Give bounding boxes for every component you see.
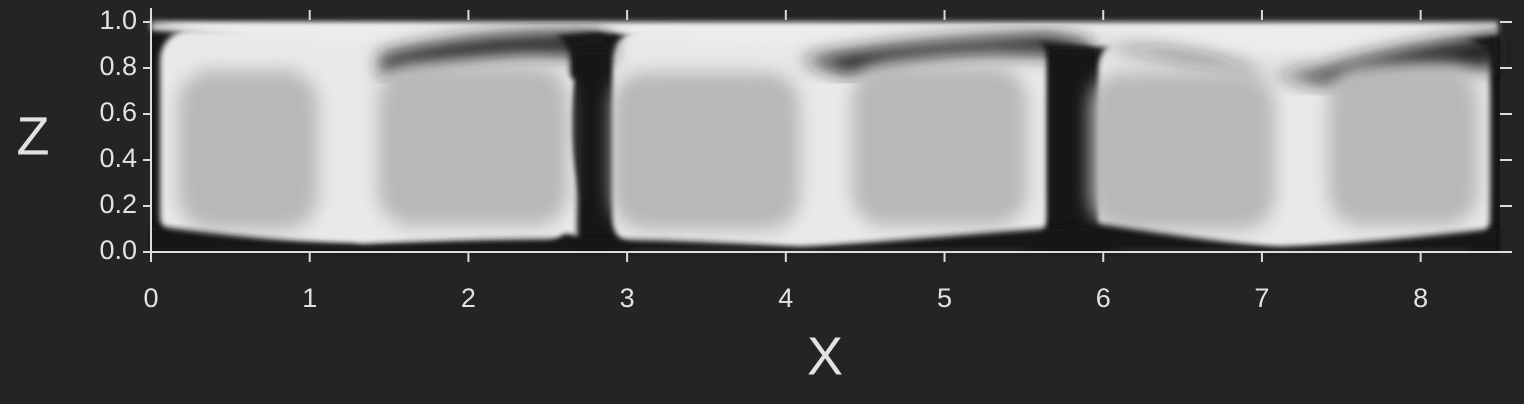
x-axis-label: X bbox=[807, 326, 843, 386]
y-tick-label: 0.2 bbox=[99, 189, 137, 219]
x-tick-label: 5 bbox=[937, 283, 952, 313]
field-image bbox=[151, 22, 1500, 252]
y-tick-label: 0.0 bbox=[99, 235, 137, 265]
x-tick-label: 1 bbox=[302, 283, 317, 313]
y-axis-label: Z bbox=[17, 106, 50, 166]
x-tick-label: 6 bbox=[1096, 283, 1111, 313]
y-tick-label: 0.8 bbox=[99, 51, 137, 81]
y-tick-label: 1.0 bbox=[99, 5, 137, 35]
y-tick-label: 0.6 bbox=[99, 97, 137, 127]
x-tick-label: 3 bbox=[620, 283, 635, 313]
x-tick-label: 8 bbox=[1413, 283, 1428, 313]
x-tick-label: 2 bbox=[461, 283, 476, 313]
x-tick-label: 4 bbox=[778, 283, 793, 313]
y-tick-label: 0.4 bbox=[99, 143, 137, 173]
x-tick-label: 7 bbox=[1254, 283, 1269, 313]
x-tick-label: 0 bbox=[143, 283, 158, 313]
